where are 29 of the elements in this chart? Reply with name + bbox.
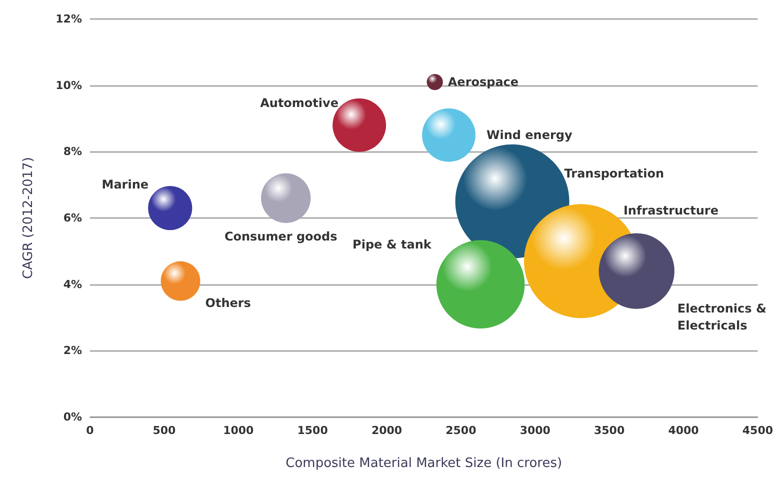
x-tick-label: 500 bbox=[152, 424, 176, 437]
x-tick-label: 0 bbox=[86, 424, 94, 437]
x-axis-title: Composite Material Market Size (In crores) bbox=[286, 456, 562, 471]
y-tick-label: 6% bbox=[63, 212, 82, 224]
series-label: Infrastructure bbox=[623, 204, 718, 218]
x-tick-label: 3000 bbox=[520, 424, 551, 437]
series-label: Pipe & tank bbox=[352, 237, 432, 252]
series-label: Marine bbox=[102, 177, 149, 192]
x-tick-label: 2000 bbox=[371, 424, 402, 437]
series-label: Transportation bbox=[564, 166, 664, 180]
x-tick-label: 4000 bbox=[668, 424, 700, 437]
x-tick-label: 1500 bbox=[297, 424, 328, 437]
x-tick-label: 3500 bbox=[594, 424, 625, 437]
y-tick-label: 8% bbox=[63, 145, 82, 158]
series-label: Consumer goods bbox=[224, 229, 338, 244]
y-tick-label: 4% bbox=[63, 278, 82, 291]
y-tick-label: 10% bbox=[56, 78, 82, 92]
series-label: Aerospace bbox=[448, 75, 519, 90]
y-tick-label: 0% bbox=[63, 410, 82, 424]
y-tick-label: 12% bbox=[56, 12, 82, 26]
series-label: Electronics & Electricals bbox=[677, 302, 771, 333]
y-axis-title: CAGR (2012-2017) bbox=[21, 157, 36, 279]
x-tick-label: 4500 bbox=[742, 424, 774, 437]
series-label: Others bbox=[205, 296, 251, 310]
series-label: Automotive bbox=[260, 96, 338, 110]
series-label: Wind energy bbox=[486, 128, 572, 142]
x-tick-label: 1000 bbox=[223, 424, 254, 437]
x-tick-label: 2500 bbox=[446, 424, 477, 437]
y-tick-label: 2% bbox=[63, 344, 82, 358]
